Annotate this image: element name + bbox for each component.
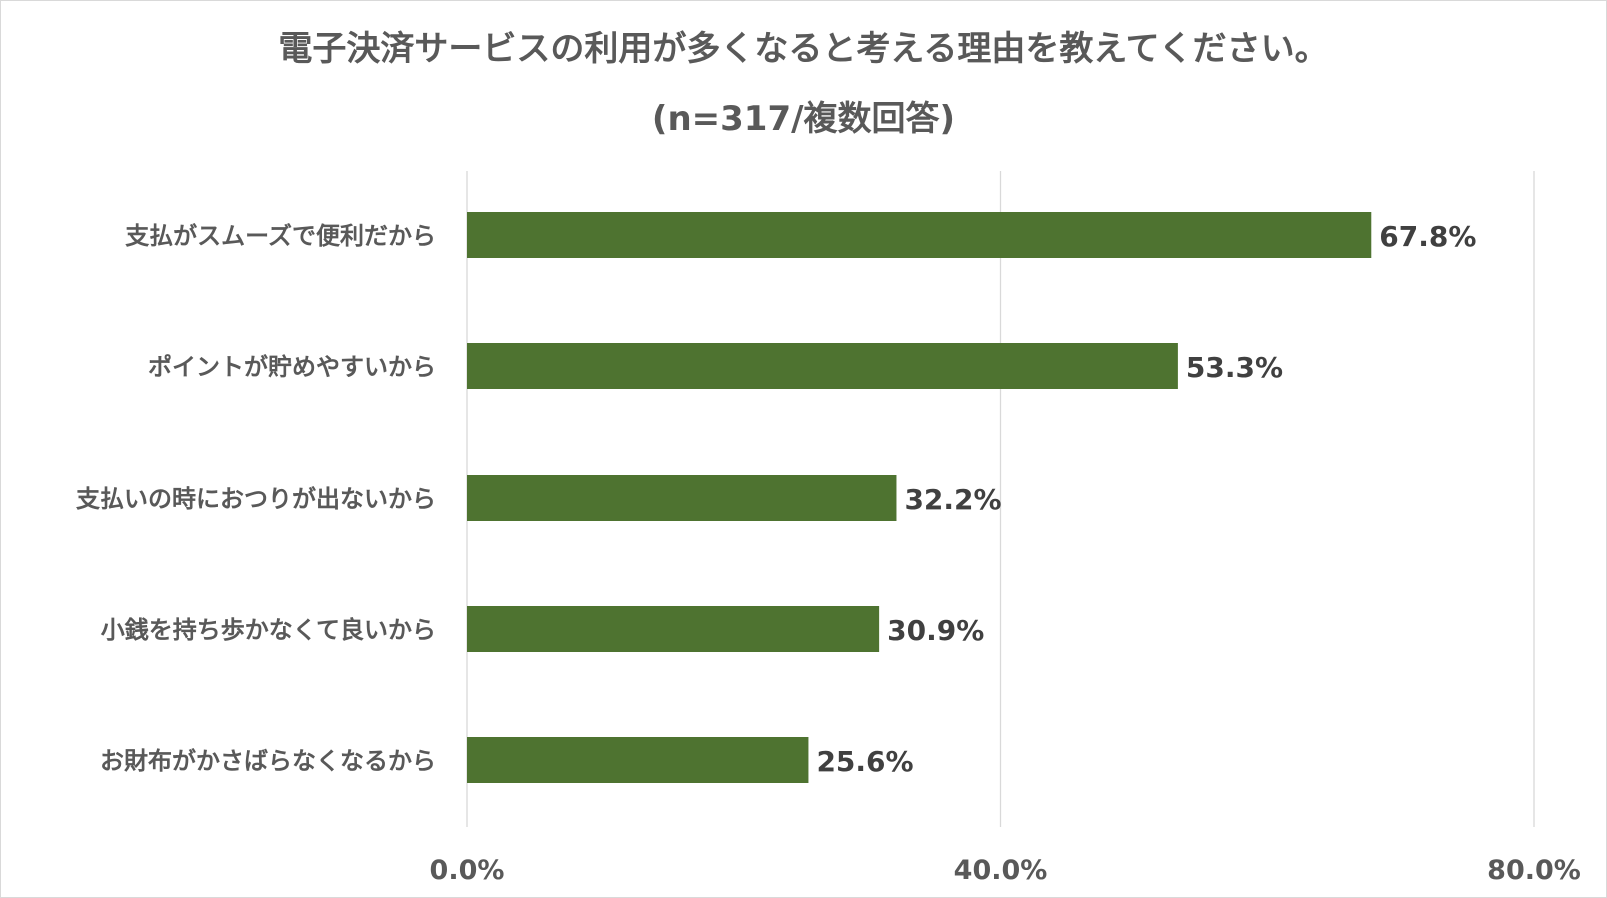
data-label: 53.3% xyxy=(1186,351,1283,384)
data-label: 32.2% xyxy=(904,483,1001,516)
data-label: 67.8% xyxy=(1379,220,1476,253)
bar xyxy=(467,475,897,521)
x-tick-label: 80.0% xyxy=(1487,855,1581,886)
category-label: 支払がスムーズで便利だから xyxy=(125,222,436,250)
x-tick-label: 40.0% xyxy=(954,855,1048,886)
data-label: 30.9% xyxy=(887,614,984,647)
chart-subtitle: (n=317/複数回答) xyxy=(651,99,956,139)
category-label: お財布がかさばらなくなるから xyxy=(100,747,436,775)
category-label: 小銭を持ち歩かなくて良いから xyxy=(101,616,436,644)
bar xyxy=(467,606,880,652)
bar xyxy=(467,343,1178,389)
category-label: 支払いの時におつりが出ないから xyxy=(76,485,436,513)
bar xyxy=(467,737,809,783)
category-label: ポイントが貯めやすいから xyxy=(148,353,436,381)
chart-title: 電子決済サービスの利用が多くなると考える理由を教えてください。 xyxy=(278,29,1329,69)
bar xyxy=(467,212,1372,258)
x-tick-label: 0.0% xyxy=(430,855,505,886)
data-label: 25.6% xyxy=(816,745,913,778)
